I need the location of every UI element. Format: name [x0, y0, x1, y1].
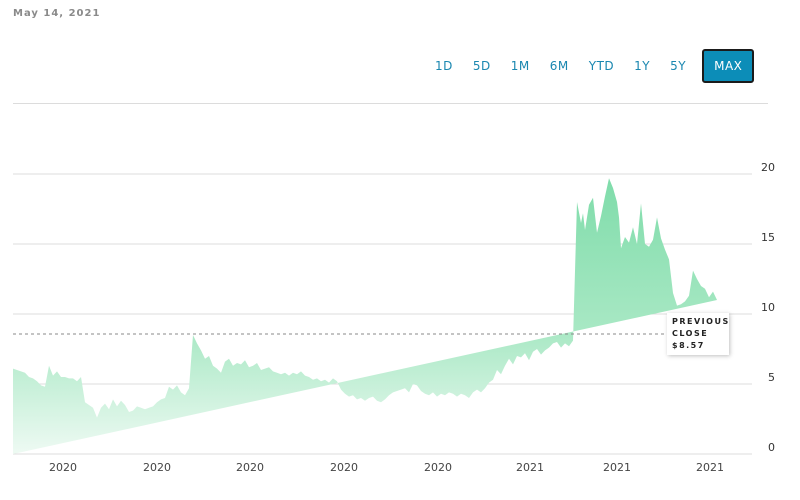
x-tick-label: 2020: [143, 461, 171, 474]
current-date: May 14, 2021: [13, 8, 101, 19]
y-axis-labels: 0 5 10 15 20: [761, 161, 775, 454]
x-tick-label: 2021: [516, 461, 544, 474]
y-tick-label: 15: [761, 231, 775, 244]
range-ytd-button[interactable]: YTD: [588, 59, 615, 73]
range-5d-button[interactable]: 5D: [472, 59, 491, 73]
previous-close-tooltip: PREVIOUS CLOSE $8.57: [667, 313, 729, 355]
range-selector: 1D 5D 1M 6M YTD 1Y 5Y MAX: [425, 49, 755, 83]
range-1d-button[interactable]: 1D: [435, 59, 453, 73]
x-axis-labels: 2020 2020 2020 2020 2020 2021 2021 2021: [49, 461, 724, 474]
header-divider: [13, 103, 768, 104]
x-tick-label: 2021: [603, 461, 631, 474]
range-max-button[interactable]: MAX: [702, 49, 755, 83]
x-tick-label: 2020: [424, 461, 452, 474]
y-tick-label: 20: [761, 161, 775, 174]
x-tick-label: 2020: [49, 461, 77, 474]
range-5y-button[interactable]: 5Y: [670, 59, 687, 73]
price-area: [13, 178, 717, 454]
tooltip-line1: PREVIOUS: [672, 317, 730, 326]
tooltip-line2: CLOSE: [672, 329, 709, 338]
x-tick-label: 2020: [330, 461, 358, 474]
tooltip-value: $8.57: [672, 341, 705, 350]
range-6m-button[interactable]: 6M: [549, 59, 569, 73]
range-1y-button[interactable]: 1Y: [634, 59, 651, 73]
y-tick-label: 10: [761, 301, 775, 314]
y-tick-label: 0: [768, 441, 775, 454]
y-tick-label: 5: [768, 371, 775, 384]
x-tick-label: 2021: [696, 461, 724, 474]
x-tick-label: 2020: [236, 461, 264, 474]
range-1m-button[interactable]: 1M: [510, 59, 530, 73]
